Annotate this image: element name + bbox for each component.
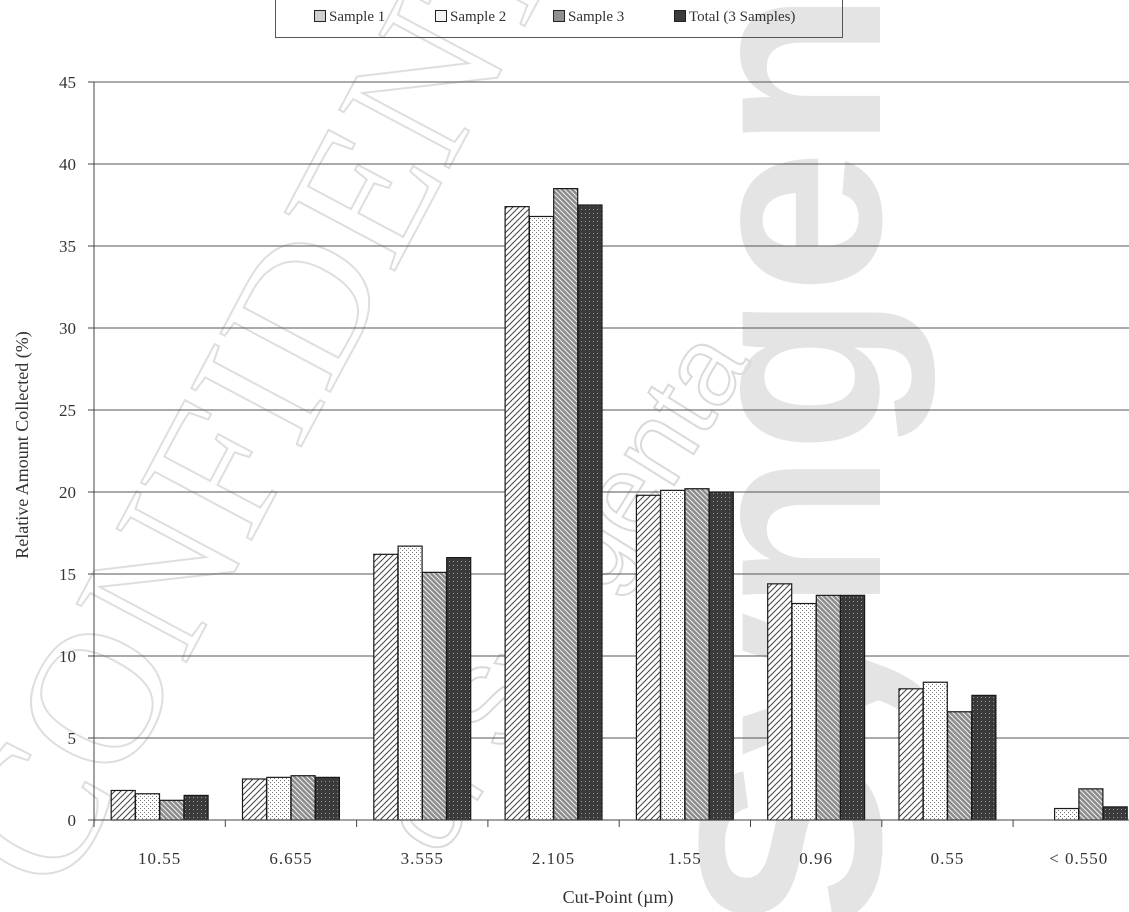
bar-sample-3-7 bbox=[1078, 788, 1104, 821]
x-tick-label: 10.55 bbox=[138, 849, 181, 868]
x-tick-label: 2.105 bbox=[532, 849, 575, 868]
bar-sample-3-1 bbox=[290, 775, 316, 821]
bar-total-3-samples-5 bbox=[839, 594, 866, 821]
y-tick-label: 15 bbox=[59, 565, 76, 584]
bars bbox=[110, 188, 1128, 821]
bar-sample-3-6 bbox=[946, 711, 973, 821]
x-tick-label: 0.96 bbox=[799, 849, 833, 868]
bar-sample-1-3 bbox=[504, 206, 530, 821]
legend-item-total: Total (3 Samples) bbox=[674, 9, 795, 26]
y-tick-label: 10 bbox=[59, 647, 76, 666]
axes bbox=[93, 82, 1129, 827]
bar-total-3-samples-6 bbox=[971, 694, 997, 821]
bar-total-3-samples-4 bbox=[708, 491, 734, 821]
legend-item-sample-2: Sample 2 bbox=[435, 9, 506, 26]
bar-sample-3-0 bbox=[159, 799, 185, 821]
tick-labels: 0 5 10 15 20 25 30 35 40 45 10.55 6.655 3.555 2.105 1.… bbox=[59, 73, 1108, 868]
bar-sample-1-1 bbox=[241, 778, 268, 821]
legend-item-sample-1: Sample 1 bbox=[314, 9, 385, 26]
legend-label-sample-2: Sample 2 bbox=[450, 9, 507, 25]
x-axis-label: Cut-Point (µm) bbox=[563, 887, 674, 908]
bar-sample-2-4 bbox=[660, 489, 686, 821]
legend: Sample 1 Sample 2 Sample 3 Total (3 Samp… bbox=[275, 0, 843, 38]
y-tick-label: 25 bbox=[59, 401, 76, 420]
bar-sample-3-4 bbox=[684, 488, 710, 821]
bar-sample-1-6 bbox=[898, 688, 924, 821]
y-tick-label: 0 bbox=[68, 811, 77, 830]
x-tick-label: 1.55 bbox=[668, 849, 702, 868]
legend-swatch-sample-3 bbox=[553, 10, 565, 22]
legend-swatch-total bbox=[674, 10, 686, 22]
legend-label-sample-1: Sample 1 bbox=[329, 9, 386, 25]
x-tick-label: < 0.550 bbox=[1049, 849, 1108, 868]
bar-sample-2-3 bbox=[528, 215, 555, 821]
bar-sample-2-5 bbox=[791, 602, 817, 821]
x-tick-label: 0.55 bbox=[931, 849, 965, 868]
y-tick-label: 5 bbox=[68, 729, 77, 748]
legend-label-total: Total (3 Samples) bbox=[689, 9, 796, 25]
legend-item-sample-3: Sample 3 bbox=[553, 9, 624, 26]
legend-label-sample-3: Sample 3 bbox=[568, 9, 625, 25]
bar-sample-2-2 bbox=[397, 545, 423, 821]
gridlines bbox=[88, 81, 1129, 821]
bar-sample-3-5 bbox=[815, 594, 841, 821]
legend-swatch-sample-2 bbox=[435, 10, 447, 22]
bar-sample-1-2 bbox=[373, 553, 399, 821]
bar-sample-1-0 bbox=[110, 789, 136, 821]
bar-sample-2-0 bbox=[134, 793, 161, 821]
bar-sample-3-2 bbox=[421, 571, 447, 821]
bar-sample-1-5 bbox=[767, 583, 793, 821]
y-axis-label: Relative Amount Collected (%) bbox=[12, 331, 33, 558]
bar-total-3-samples-3 bbox=[577, 204, 603, 821]
bar-total-3-samples-7 bbox=[1102, 806, 1128, 821]
y-tick-label: 30 bbox=[59, 319, 76, 338]
bar-total-3-samples-1 bbox=[314, 776, 340, 821]
bar-total-3-samples-0 bbox=[183, 794, 209, 821]
x-tick-label: 3.555 bbox=[401, 849, 444, 868]
y-tick-label: 20 bbox=[59, 483, 76, 502]
bar-sample-1-4 bbox=[635, 494, 662, 821]
bar-total-3-samples-2 bbox=[446, 556, 472, 821]
legend-swatch-sample-1 bbox=[314, 10, 326, 22]
bar-sample-2-6 bbox=[922, 681, 948, 821]
bar-sample-2-7 bbox=[1053, 807, 1080, 821]
bar-sample-2-1 bbox=[266, 776, 292, 821]
x-tick-label: 6.655 bbox=[269, 849, 312, 868]
bar-sample-3-3 bbox=[553, 188, 579, 821]
y-tick-label: 35 bbox=[59, 237, 76, 256]
y-tick-label: 45 bbox=[59, 73, 76, 92]
y-tick-label: 40 bbox=[59, 155, 76, 174]
